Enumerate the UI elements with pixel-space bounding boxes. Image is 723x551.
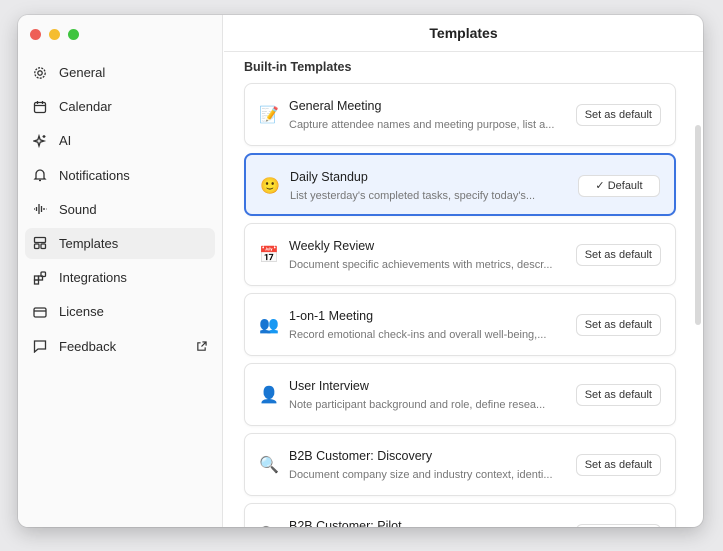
sidebar-item-general[interactable]: General <box>25 57 215 88</box>
calendar-icon <box>33 100 47 113</box>
template-emoji-icon: 👤 <box>259 387 279 404</box>
sidebar-item-label: Templates <box>59 235 119 251</box>
sidebar-item-label: Calendar <box>59 99 112 115</box>
template-emoji-icon: 🙂 <box>260 178 280 195</box>
template-description: List yesterday's completed tasks, specif… <box>290 190 536 202</box>
gear-icon <box>34 66 46 79</box>
template-emoji-icon: 👥 <box>259 317 279 334</box>
sidebar-item-integrations[interactable]: Integrations <box>25 262 215 293</box>
template-card[interactable]: 🙂 Daily Standup List yesterday's completed… <box>244 153 676 216</box>
sidebar-item-label: General <box>59 65 106 80</box>
template-title: Daily Standup <box>290 170 368 184</box>
sidebar-item-templates[interactable]: Templates <box>25 227 215 259</box>
template-emoji-icon: 📅 <box>259 247 279 264</box>
window-controls <box>30 29 79 40</box>
template-title: Weekly Review <box>289 239 375 253</box>
set-as-default-button[interactable]: Set as default <box>575 384 661 406</box>
template-description: Note participant background and role, de… <box>289 399 546 411</box>
template-card[interactable]: 📝 General Meeting Capture attendee names a… <box>244 83 676 146</box>
sparkles-icon <box>33 133 47 148</box>
template-title: B2B Customer: Pilot <box>289 519 402 527</box>
sidebar-item-label: License <box>59 304 104 320</box>
zoom-button[interactable] <box>68 29 79 40</box>
set-as-default-button[interactable]: Set as default <box>575 454 661 476</box>
template-description: Record emotional check-ins and overall w… <box>289 329 547 341</box>
sidebar-item-label: AI <box>59 133 72 149</box>
page-title: Templates <box>224 15 703 52</box>
template-title: 1-on-1 Meeting <box>289 309 374 323</box>
template-card[interactable]: 📅 Weekly Review Document specific achievem… <box>244 223 676 286</box>
template-emoji-icon: 📝 <box>259 107 279 124</box>
external-link-icon <box>196 340 207 355</box>
sidebar-item-feedback[interactable]: Feedback <box>25 331 215 362</box>
sidebar-nav: General Calendar AI Notifications Sound Templ… <box>25 57 215 365</box>
close-button[interactable] <box>30 29 41 40</box>
template-card[interactable]: 👤 User Interview Note participant backgrou… <box>244 363 676 426</box>
set-as-default-button[interactable]: Set as default <box>575 314 661 336</box>
sidebar-item-ai[interactable]: AI <box>25 125 215 156</box>
sidebar-item-label: Feedback <box>59 338 117 354</box>
sidebar-item-notifications[interactable]: Notifications <box>25 160 215 191</box>
integrations-icon <box>33 270 47 285</box>
settings-window: General Calendar AI Notifications Sound Templ… <box>18 15 703 527</box>
template-emoji-icon: 🔍 <box>259 457 279 474</box>
section-title: Built-in Templates <box>244 60 352 74</box>
template-card[interactable]: 👥 1-on-1 Meeting Record emotional check-in… <box>244 293 676 356</box>
set-as-default-button[interactable]: Set as default <box>575 244 661 266</box>
templates-icon <box>33 237 47 250</box>
sidebar: General Calendar AI Notifications Sound Templ… <box>18 15 223 527</box>
template-description: Document specific achievements with metr… <box>289 259 553 271</box>
template-description: Document company size and industry conte… <box>289 469 553 481</box>
template-list: 📝 General Meeting Capture attendee names a… <box>244 83 676 527</box>
waveform-icon <box>34 204 47 215</box>
card-icon <box>33 307 47 318</box>
template-emoji-icon: 🔍 <box>259 525 279 527</box>
sidebar-item-license[interactable]: License <box>25 296 215 327</box>
main-pane: Templates Built-in Templates 📝 General Me… <box>224 15 703 527</box>
minimize-button[interactable] <box>49 29 60 40</box>
template-card[interactable]: 🔍 B2B Customer: Pilot Set as default <box>244 503 676 527</box>
scrollbar[interactable] <box>695 125 701 325</box>
template-card[interactable]: 🔍 B2B Customer: Discovery Document company… <box>244 433 676 496</box>
default-button[interactable]: ✓ Default <box>578 175 660 197</box>
sidebar-item-label: Sound <box>59 201 97 217</box>
set-as-default-button[interactable]: Set as default <box>575 524 661 527</box>
sidebar-item-label: Notifications <box>59 167 130 183</box>
template-title: General Meeting <box>289 99 382 113</box>
template-title: B2B Customer: Discovery <box>289 449 433 463</box>
sidebar-item-label: Integrations <box>59 270 127 286</box>
chat-icon <box>33 340 47 353</box>
bell-icon <box>33 169 47 182</box>
set-as-default-button[interactable]: Set as default <box>575 104 661 126</box>
sidebar-item-sound[interactable]: Sound <box>25 194 215 225</box>
template-description: Capture attendee names and meeting purpo… <box>289 119 555 131</box>
template-title: User Interview <box>289 379 369 393</box>
sidebar-item-calendar[interactable]: Calendar <box>25 91 215 122</box>
